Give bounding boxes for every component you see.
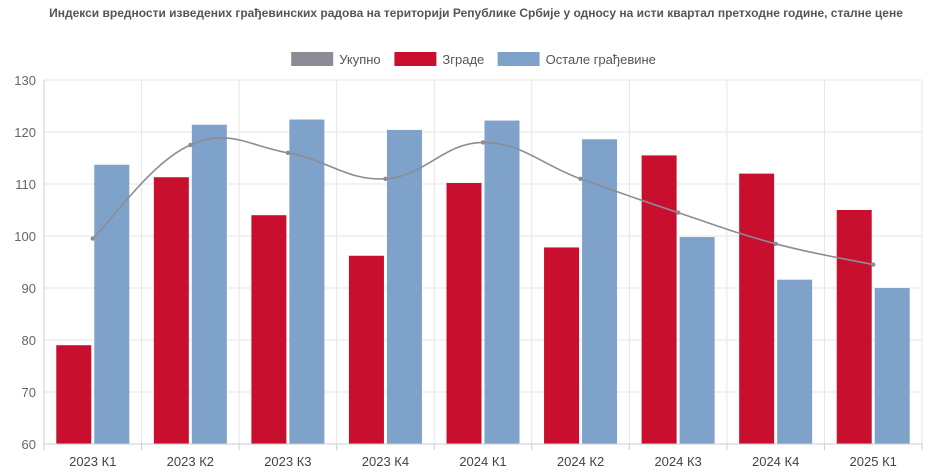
- y-tick-label: 120: [14, 125, 36, 140]
- x-tick-label: 2024 К3: [654, 454, 701, 469]
- bar-zgrade-8: [836, 210, 872, 444]
- point-ukupno-2: [285, 150, 291, 155]
- bar-zgrade-7: [739, 173, 775, 444]
- legend-layer: Укупно Зграде Остале грађевине: [291, 52, 656, 67]
- x-tick-label: 2023 К3: [264, 454, 311, 469]
- legend-label-1: Зграде: [442, 52, 484, 67]
- bar-ostale-3: [386, 129, 422, 445]
- x-tick-label: 2025 К1: [850, 454, 897, 469]
- point-ukupno-6: [675, 210, 681, 215]
- x-tick-label: 2024 К4: [752, 454, 799, 469]
- point-ukupno-5: [578, 176, 583, 181]
- y-tick-label: 70: [22, 385, 36, 400]
- y-tick-label: 80: [22, 333, 36, 348]
- x-tick-label: 2023 К2: [167, 454, 214, 469]
- bar-ostale-6: [679, 237, 715, 444]
- point-ukupno-7: [773, 241, 778, 246]
- line-layer: [90, 137, 876, 267]
- point-ukupno-8: [871, 262, 876, 267]
- legend-label-0: Укупно: [339, 52, 380, 67]
- point-ukupno-4: [480, 140, 486, 145]
- bar-ostale-1: [191, 124, 227, 444]
- x-tick-label: 2023 К1: [69, 454, 116, 469]
- legend-label-2: Остале грађевине: [546, 52, 656, 67]
- x-tick-label: 2024 К2: [557, 454, 604, 469]
- y-tick-label: 60: [22, 437, 36, 452]
- point-ukupno-0: [90, 236, 95, 241]
- bar-zgrade-2: [251, 215, 287, 444]
- legend-swatch-0: [291, 52, 334, 66]
- bar-zgrade-1: [153, 177, 189, 445]
- chart-title: Индекси вредности изведених грађевинских…: [49, 6, 903, 20]
- x-tick-label: 2024 К1: [459, 454, 506, 469]
- bar-ostale-8: [874, 288, 910, 444]
- bar-ostale-7: [777, 279, 813, 444]
- x-tick-label: 2023 К4: [362, 454, 409, 469]
- y-tick-label: 110: [15, 177, 36, 192]
- bar-ostale-2: [289, 119, 325, 445]
- bar-zgrade-5: [544, 247, 580, 444]
- y-tick-label: 130: [14, 73, 36, 88]
- point-ukupno-3: [383, 176, 388, 181]
- point-ukupno-1: [188, 142, 193, 148]
- bar-zgrade-4: [446, 182, 482, 444]
- bar-ostale-0: [94, 164, 130, 444]
- bar-zgrade-3: [348, 255, 384, 444]
- y-tick-label: 90: [22, 281, 36, 296]
- axis-layer: 60 70 80 90 100 110 120 130 2023 К1 2023 К2 2023 К…: [14, 73, 923, 469]
- y-tick-label: 100: [14, 229, 36, 244]
- legend-swatch-2: [497, 52, 540, 66]
- bars-layer: [56, 119, 910, 445]
- legend-swatch-1: [394, 52, 437, 66]
- bar-zgrade-6: [641, 155, 677, 444]
- bar-ostale-4: [484, 120, 520, 444]
- bar-zgrade-0: [56, 345, 92, 444]
